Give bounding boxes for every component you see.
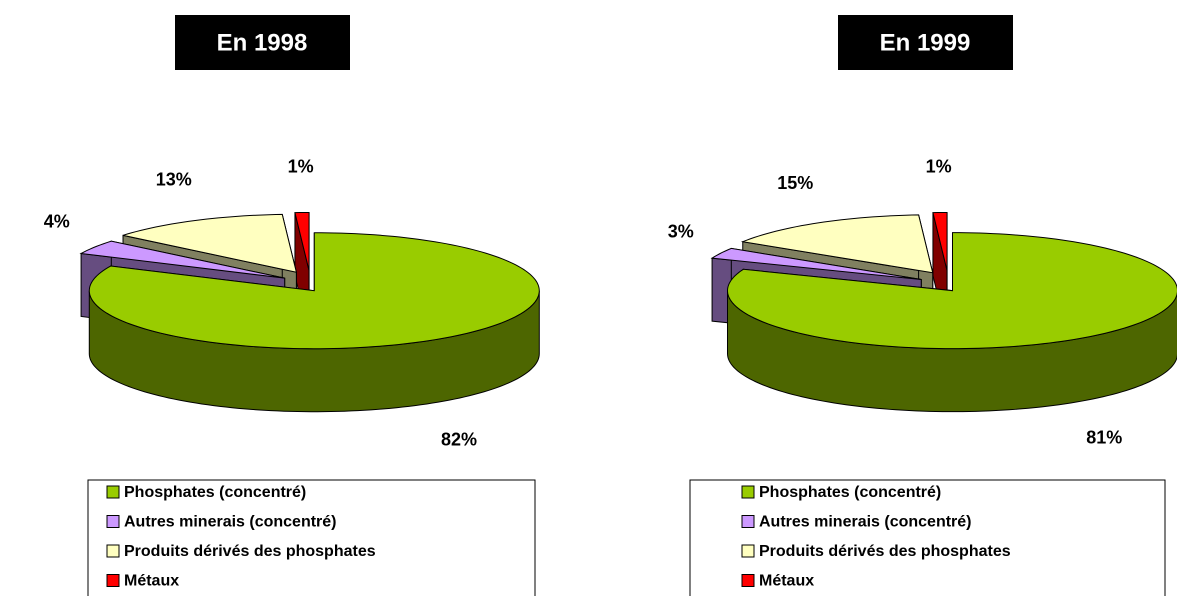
legend-swatch bbox=[106, 485, 120, 499]
pie-slice bbox=[727, 232, 1177, 350]
data-label: 81% bbox=[1086, 428, 1122, 448]
data-label: 4% bbox=[44, 212, 70, 232]
data-label: 13% bbox=[156, 169, 192, 189]
title-box bbox=[175, 15, 350, 70]
pie-slice bbox=[122, 213, 298, 273]
legend-swatch bbox=[741, 544, 755, 558]
legend-box bbox=[689, 479, 1166, 596]
pie-chart: En 1998 1% 13% 4% 82% Phosphates (concentré) A… bbox=[44, 15, 540, 596]
pie-slice bbox=[740, 214, 934, 274]
data-label: 1% bbox=[288, 156, 314, 176]
legend-label: Métaux bbox=[124, 573, 179, 590]
pie-chart: En 1999 1% 15% 3% 81% Phosphates (concentré) A… bbox=[668, 15, 1177, 596]
legend-label: Autres minerais (concentré) bbox=[759, 514, 972, 531]
chart-title: En 1998 bbox=[217, 29, 308, 56]
chart-title: En 1999 bbox=[880, 29, 971, 56]
legend-label: Produits dérivés des phosphates bbox=[124, 543, 376, 560]
pie-slice bbox=[79, 240, 285, 279]
legend-swatch bbox=[106, 574, 120, 587]
legend-label: Métaux bbox=[759, 573, 814, 590]
legend-swatch bbox=[741, 485, 755, 499]
legend-swatch bbox=[741, 515, 755, 528]
legend-label: Phosphates (concentré) bbox=[759, 484, 941, 501]
legend-box bbox=[87, 479, 536, 596]
legend-swatch bbox=[741, 574, 755, 587]
pie-slice bbox=[932, 212, 948, 271]
legend-swatch bbox=[106, 544, 120, 558]
legend-label: Phosphates (concentré) bbox=[124, 484, 306, 501]
data-label: 15% bbox=[777, 173, 813, 193]
legend-label: Produits dérivés des phosphates bbox=[759, 543, 1011, 560]
data-label: 82% bbox=[441, 429, 477, 449]
title-box bbox=[838, 15, 1013, 70]
pie-slice bbox=[294, 212, 310, 271]
pie-slice bbox=[88, 232, 540, 350]
data-label: 3% bbox=[668, 221, 694, 241]
pie-slice bbox=[710, 247, 922, 281]
legend-swatch bbox=[106, 515, 120, 528]
legend-label: Autres minerais (concentré) bbox=[124, 514, 337, 531]
data-label: 1% bbox=[926, 156, 952, 176]
